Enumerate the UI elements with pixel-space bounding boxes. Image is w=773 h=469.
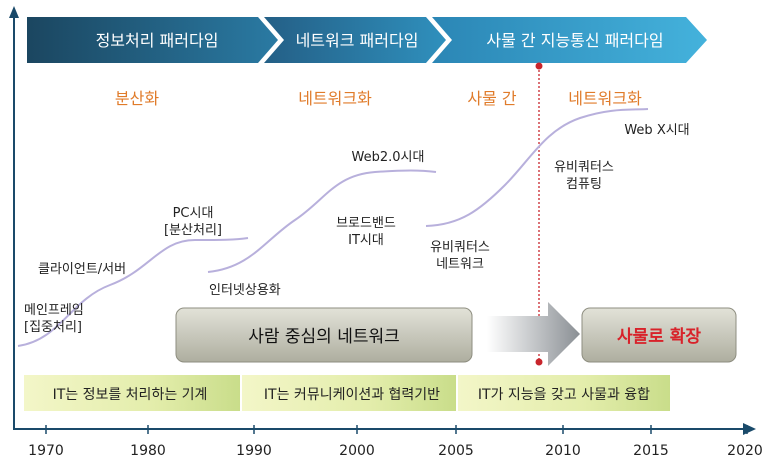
horizontal-axis-arrowhead <box>743 423 756 435</box>
paradigm-label-3: 사물 간 지능통신 패러다임 <box>486 31 663 50</box>
growth-curves <box>17 108 649 347</box>
tick-label-2005: 2005 <box>438 443 474 459</box>
growth-curve-1 <box>17 237 249 347</box>
stage-broadband-sub: IT시대 <box>348 233 384 248</box>
era-block-3 <box>458 375 670 411</box>
growth-curve-2 <box>207 169 437 273</box>
stage-internet: 인터넷상용화 <box>209 283 281 298</box>
stage-broadband: 브로드밴드 <box>336 216 396 231</box>
tick-label-2020: 2020 <box>727 443 763 459</box>
stage-mainframe: 메인프레임 <box>24 303 84 318</box>
stage-webx: Web X시대 <box>624 123 689 138</box>
transition-dot-bottom <box>535 358 543 366</box>
paradigm-sub-1: 분산화 <box>115 89 159 108</box>
stage-client-server: 클라이언트/서버 <box>38 262 126 277</box>
tick-label-1990: 1990 <box>236 443 272 459</box>
stage-labels: 메인프레임 [집중처리] 클라이언트/서버 PC시대 [분산처리] 인터넷상용화… <box>24 123 690 335</box>
axis-tick-labels: 1970 1980 1990 2000 2005 2010 2015 2020 <box>28 443 763 459</box>
stage-ubiquitous-network: 유비쿼터스 <box>430 240 490 255</box>
growth-curve-3 <box>425 108 649 227</box>
era-label-3: IT가 지능을 갖고 사물과 융합 <box>478 387 650 403</box>
paradigm-arrow-2 <box>264 17 446 63</box>
tick-label-2010: 2010 <box>545 443 581 459</box>
human-network-label: 사람 중심의 네트워크 <box>248 327 400 347</box>
paradigm-arrow-1 <box>27 17 278 63</box>
stage-ubiquitous-computing-sub: 컴퓨팅 <box>566 177 602 192</box>
paradigm-sub-3a: 사물 간 <box>467 89 517 108</box>
stage-mainframe-sub: [집중처리] <box>24 320 82 335</box>
tick-label-1980: 1980 <box>130 443 166 459</box>
paradigm-arrow-3 <box>432 17 707 63</box>
tick-label-2015: 2015 <box>633 443 669 459</box>
stage-ubiquitous-computing: 유비쿼터스 <box>554 160 614 175</box>
axis-ticks <box>45 425 748 434</box>
human-network-banner <box>175 307 473 363</box>
expansion-arrow <box>487 302 580 366</box>
paradigm-label-1: 정보처리 패러다임 <box>96 31 219 50</box>
era-label-1: IT는 정보를 처리하는 기계 <box>53 387 208 403</box>
paradigm-sub-2: 네트워크화 <box>298 89 372 108</box>
paradigm-sub-3b: 네트워크화 <box>568 89 642 108</box>
era-label-2: IT는 커뮤니케이션과 협력기반 <box>264 387 440 403</box>
paradigm-label-2: 네트워크 패러다임 <box>296 31 419 50</box>
stage-ubiquitous-network-sub: 네트워크 <box>436 257 484 272</box>
era-block-1 <box>24 375 240 411</box>
stage-pc: PC시대 <box>173 206 214 221</box>
stage-pc-sub: [분산처리] <box>164 223 222 238</box>
expansion-label: 사물로 확장 <box>617 327 701 347</box>
vertical-axis-arrowhead <box>9 6 19 18</box>
tick-label-1970: 1970 <box>28 443 64 459</box>
transition-dot-top <box>535 62 543 70</box>
stage-web20: Web2.0시대 <box>352 150 425 165</box>
paradigm-arrows: 정보처리 패러다임 네트워크 패러다임 사물 간 지능통신 패러다임 <box>27 17 707 63</box>
expansion-banner <box>581 307 737 363</box>
tick-label-2000: 2000 <box>339 443 375 459</box>
era-block-2 <box>242 375 456 411</box>
era-bar: IT는 정보를 처리하는 기계 IT는 커뮤니케이션과 협력기반 IT가 지능을… <box>24 375 670 411</box>
